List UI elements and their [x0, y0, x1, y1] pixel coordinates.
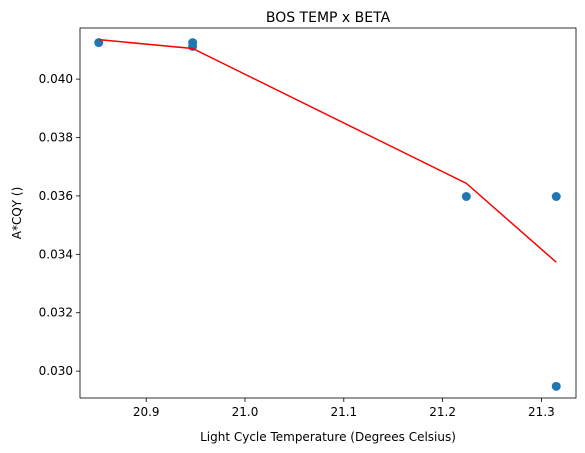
y-tick-label: 0.038 — [39, 131, 73, 145]
y-axis-ticks: 0.030 0.032 0.034 0.036 0.038 0.040 — [39, 72, 80, 378]
x-tick-label: 21.2 — [429, 405, 456, 419]
scatter-point — [461, 192, 471, 202]
scatter-point — [551, 192, 561, 202]
plot-area — [80, 28, 576, 398]
trend-line — [98, 38, 557, 263]
x-tick-label: 21.0 — [232, 405, 259, 419]
y-tick-label: 0.040 — [39, 72, 73, 86]
x-tick-label: 20.9 — [133, 405, 160, 419]
x-axis-ticks: 20.9 21.0 21.1 21.2 21.3 — [133, 398, 555, 419]
chart-title: BOS TEMP x BETA — [266, 10, 391, 26]
scatter-point — [551, 381, 561, 391]
x-tick-label: 21.1 — [330, 405, 357, 419]
y-tick-label: 0.032 — [39, 306, 73, 320]
y-axis-label: A*CQY () — [10, 187, 24, 240]
y-tick-label: 0.034 — [39, 247, 73, 261]
x-tick-label: 21.3 — [528, 405, 555, 419]
series-layer — [94, 38, 561, 391]
y-tick-label: 0.030 — [39, 364, 73, 378]
y-tick-label: 0.036 — [39, 189, 73, 203]
x-axis-label: Light Cycle Temperature (Degrees Celsius… — [200, 430, 456, 444]
plot-frame — [79, 27, 577, 399]
